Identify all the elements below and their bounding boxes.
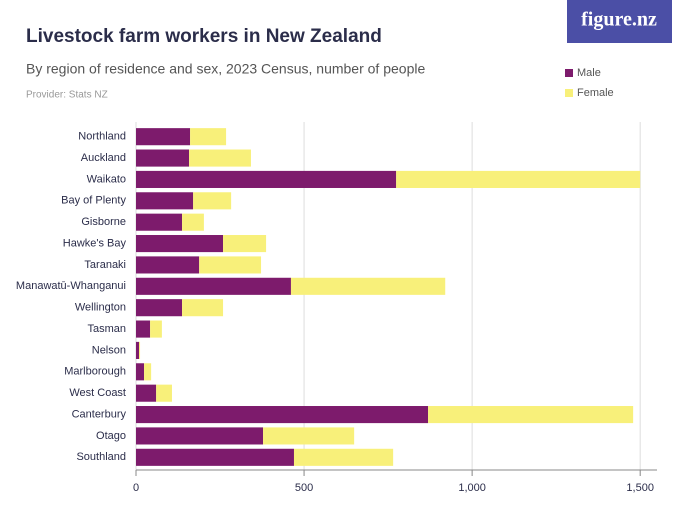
provider: Provider: Stats NZ <box>26 90 108 101</box>
bar <box>136 448 294 466</box>
y-tick-label: Taranaki <box>84 259 126 271</box>
bar <box>136 427 264 445</box>
bar <box>193 192 232 210</box>
bar <box>136 406 429 424</box>
legend-swatch <box>565 69 573 77</box>
bar <box>136 256 200 274</box>
bar <box>223 235 267 253</box>
y-tick-label: Hawke's Bay <box>63 237 127 249</box>
y-tick-label: Canterbury <box>72 408 127 420</box>
bar <box>136 363 145 381</box>
bar <box>136 277 291 295</box>
bar <box>263 427 355 445</box>
y-tick-label: Tasman <box>87 323 126 335</box>
x-tick-label: 500 <box>295 482 313 494</box>
y-tick-label: Nelson <box>92 344 126 356</box>
logo: figure.nz <box>581 9 657 31</box>
bar <box>136 149 190 167</box>
y-tick-label: Northland <box>78 131 126 143</box>
bar <box>139 341 141 359</box>
bar <box>182 299 224 317</box>
bar <box>150 320 162 338</box>
bar <box>396 170 641 188</box>
bar <box>156 384 172 402</box>
logo-box <box>567 0 672 43</box>
bar <box>189 149 251 167</box>
chart-subtitle: By region of residence and sex, 2023 Cen… <box>26 61 425 77</box>
x-tick-label: 1,500 <box>626 482 654 494</box>
y-tick-label: Otago <box>96 430 126 442</box>
y-tick-label: Gisborne <box>81 216 126 228</box>
bar <box>136 192 194 210</box>
y-tick-label: Waikato <box>87 173 126 185</box>
chart-title: Livestock farm workers in New Zealand <box>26 26 382 47</box>
bar <box>136 299 183 317</box>
y-tick-label: West Coast <box>69 387 126 399</box>
bar <box>136 341 140 359</box>
bar <box>136 128 191 146</box>
bar <box>190 128 227 146</box>
bar <box>199 256 262 274</box>
bar <box>136 320 151 338</box>
legend-swatch <box>565 89 573 97</box>
bar <box>136 213 183 231</box>
bar <box>144 363 152 381</box>
legend-label: Female <box>577 87 614 99</box>
y-tick-label: Bay of Plenty <box>61 195 126 207</box>
bar <box>293 448 394 466</box>
bar <box>182 213 204 231</box>
bar <box>428 406 634 424</box>
legend-label: Male <box>577 67 601 79</box>
bar <box>136 235 224 253</box>
x-tick-label: 0 <box>133 482 139 494</box>
y-tick-label: Manawatū-Whanganui <box>16 280 126 292</box>
y-tick-label: Marlborough <box>64 366 126 378</box>
bar <box>136 170 397 188</box>
bar <box>290 277 446 295</box>
y-tick-label: Wellington <box>75 302 126 314</box>
bar <box>136 384 157 402</box>
y-tick-label: Southland <box>76 451 126 463</box>
x-tick-label: 1,000 <box>458 482 486 494</box>
y-tick-label: Auckland <box>81 152 126 164</box>
